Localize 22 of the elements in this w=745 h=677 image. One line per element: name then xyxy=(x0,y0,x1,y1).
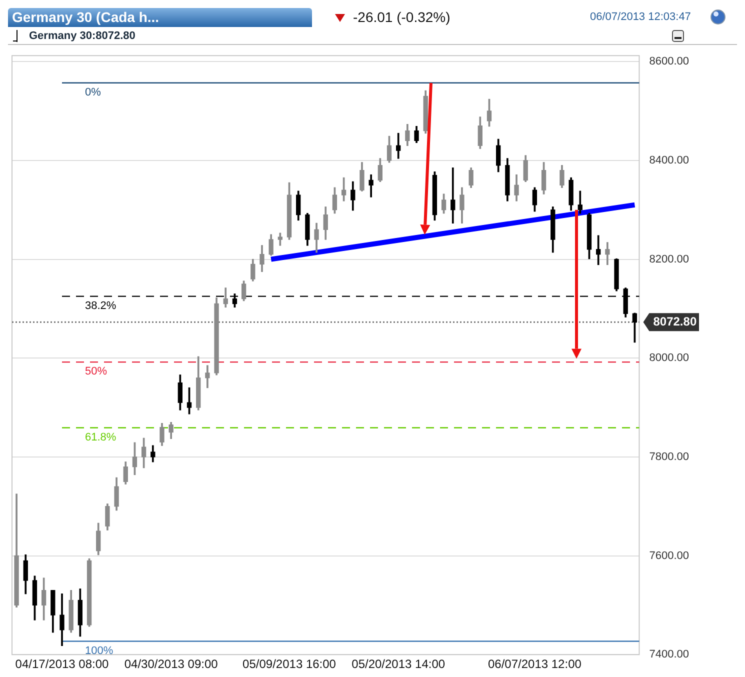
annotation: 61.8% xyxy=(85,431,116,444)
x-tick-label: 05/09/2013 16:00 xyxy=(242,657,336,672)
annotation: 38.2% xyxy=(85,300,116,312)
x-tick-label: 04/17/2013 08:00 xyxy=(15,657,110,672)
chart-title: Germany 30 (Cada h... xyxy=(8,8,312,27)
y-tick-label: 8000.00 xyxy=(649,352,690,364)
y-tick-label: 8200.00 xyxy=(649,253,690,266)
text: Germany 30:8072.80 xyxy=(29,30,136,42)
x-tick-label: 04/30/2013 09:00 xyxy=(124,657,218,672)
ref-line-label: 8072.80 xyxy=(653,314,697,328)
x-tick-label: 06/07/2013 12:00 xyxy=(488,657,582,672)
text: -26.01 (-0.32%) xyxy=(353,9,450,25)
y-tick-label: 7600.00 xyxy=(649,550,690,562)
text: 06/07/2013 12:03:47 xyxy=(590,11,691,23)
y-tick-label: 8400.00 xyxy=(649,154,690,166)
y-tick-label: 7800.00 xyxy=(649,450,690,463)
x-tick-label: 05/20/2013 14:00 xyxy=(352,657,446,672)
annotation: 50% xyxy=(85,366,108,378)
y-tick-label: 8600.00 xyxy=(649,56,690,68)
annotation: 0% xyxy=(85,86,102,98)
y-tick-label: 7400.00 xyxy=(649,648,690,661)
annotation: 100% xyxy=(85,644,114,657)
